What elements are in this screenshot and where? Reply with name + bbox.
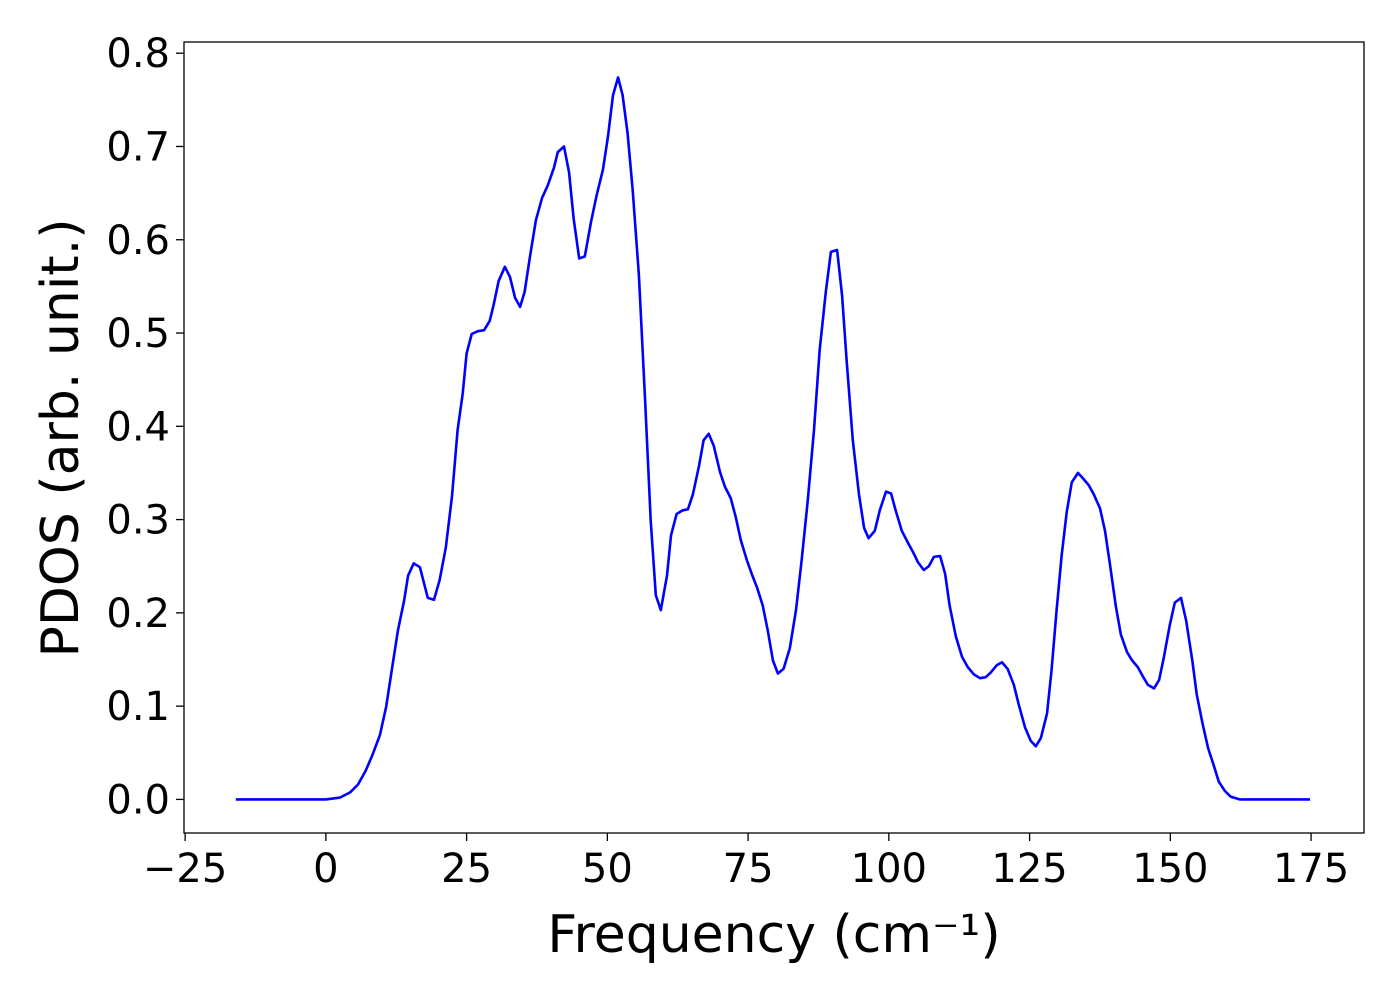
data-line — [235, 76, 1310, 801]
plot-frame — [183, 41, 1365, 834]
y-tick-label: 0.6 — [106, 218, 170, 264]
y-tick-label: 0.4 — [106, 404, 170, 450]
x-tick-label: 0 — [313, 846, 338, 892]
y-tick-label: 0.7 — [106, 124, 170, 170]
y-tick-label: 0.1 — [106, 684, 170, 730]
y-tick-label: 0.3 — [106, 498, 170, 544]
y-axis-label: PDOS (arb. unit.) — [31, 218, 91, 657]
x-tick-label: 125 — [991, 846, 1067, 892]
x-tick-label: −25 — [143, 846, 227, 892]
x-axis-label: Frequency (cm⁻¹) — [547, 905, 1000, 965]
y-tick-label: 0.0 — [106, 777, 170, 823]
x-tick-label: 100 — [851, 846, 927, 892]
x-tick-label: 150 — [1132, 846, 1208, 892]
y-tick-label: 0.8 — [106, 31, 170, 77]
y-tick-label: 0.2 — [106, 591, 170, 637]
x-tick-label: 75 — [723, 846, 774, 892]
x-tick-label: 175 — [1273, 846, 1349, 892]
x-tick-label: 25 — [441, 846, 492, 892]
x-tick-label: 50 — [582, 846, 633, 892]
y-tick-label: 0.5 — [106, 311, 170, 357]
